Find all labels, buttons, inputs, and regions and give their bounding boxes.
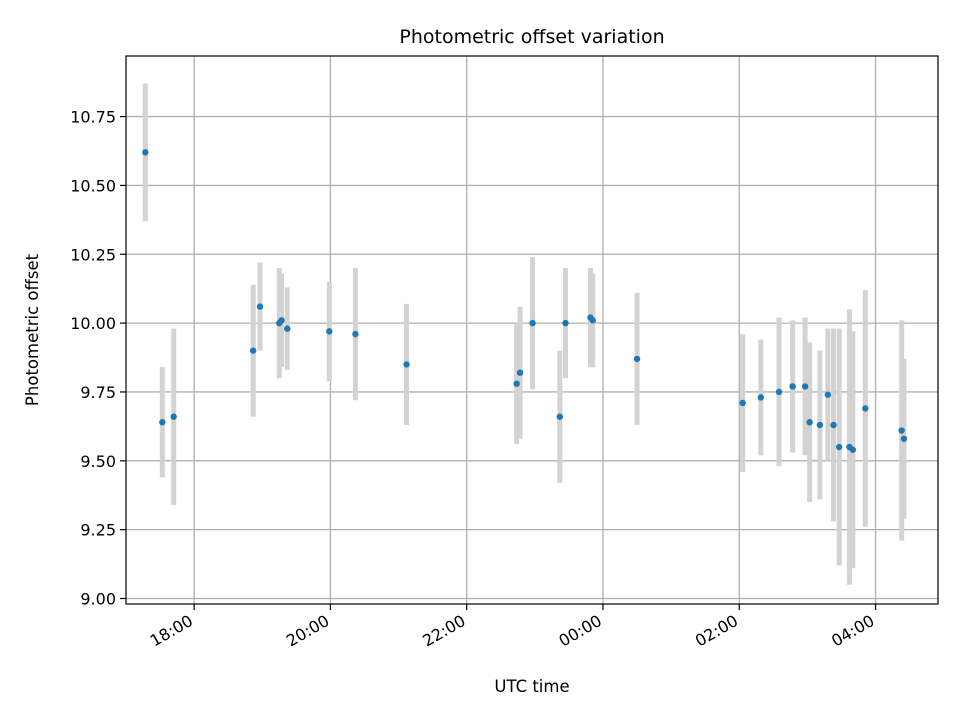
x-axis-label: UTC time — [494, 677, 569, 696]
data-points — [142, 149, 908, 453]
y-tick-label: 9.00 — [80, 589, 116, 608]
y-tick-label: 10.50 — [70, 176, 116, 195]
data-point — [556, 413, 564, 420]
data-point — [529, 319, 536, 327]
data-point — [898, 427, 905, 434]
data-point — [278, 317, 285, 324]
plot-frame — [125, 55, 939, 605]
data-point — [284, 325, 291, 332]
data-point — [835, 443, 843, 451]
y-axis-label: Photometric offset — [23, 253, 42, 406]
chart-title: Photometric offset variation — [399, 26, 664, 48]
data-point — [789, 383, 796, 390]
y-tick-label: 9.25 — [80, 521, 116, 540]
data-point — [824, 391, 832, 398]
data-point — [516, 369, 524, 376]
data-point — [142, 149, 149, 156]
data-point — [633, 355, 641, 363]
y-tick-label: 10.25 — [70, 245, 116, 264]
data-point — [739, 399, 746, 407]
data-point — [562, 319, 569, 327]
data-point — [900, 435, 908, 442]
data-point — [249, 347, 257, 354]
data-point — [403, 361, 410, 368]
data-point — [352, 330, 359, 338]
data-point — [849, 446, 857, 453]
data-point — [513, 380, 520, 387]
data-point — [256, 303, 264, 310]
data-point — [801, 383, 809, 390]
y-tick-label: 10.75 — [70, 108, 116, 127]
data-point — [806, 419, 813, 426]
data-point — [862, 405, 869, 412]
data-point — [159, 419, 166, 426]
data-point — [170, 413, 177, 420]
data-point — [589, 317, 596, 324]
data-point — [326, 328, 333, 335]
data-point — [816, 421, 824, 429]
data-point — [775, 388, 783, 396]
y-tick-label: 9.50 — [80, 452, 116, 471]
y-tick-label: 9.75 — [80, 383, 116, 402]
data-point — [757, 394, 765, 401]
data-point — [830, 421, 837, 429]
y-tick-label: 10.00 — [70, 314, 116, 333]
